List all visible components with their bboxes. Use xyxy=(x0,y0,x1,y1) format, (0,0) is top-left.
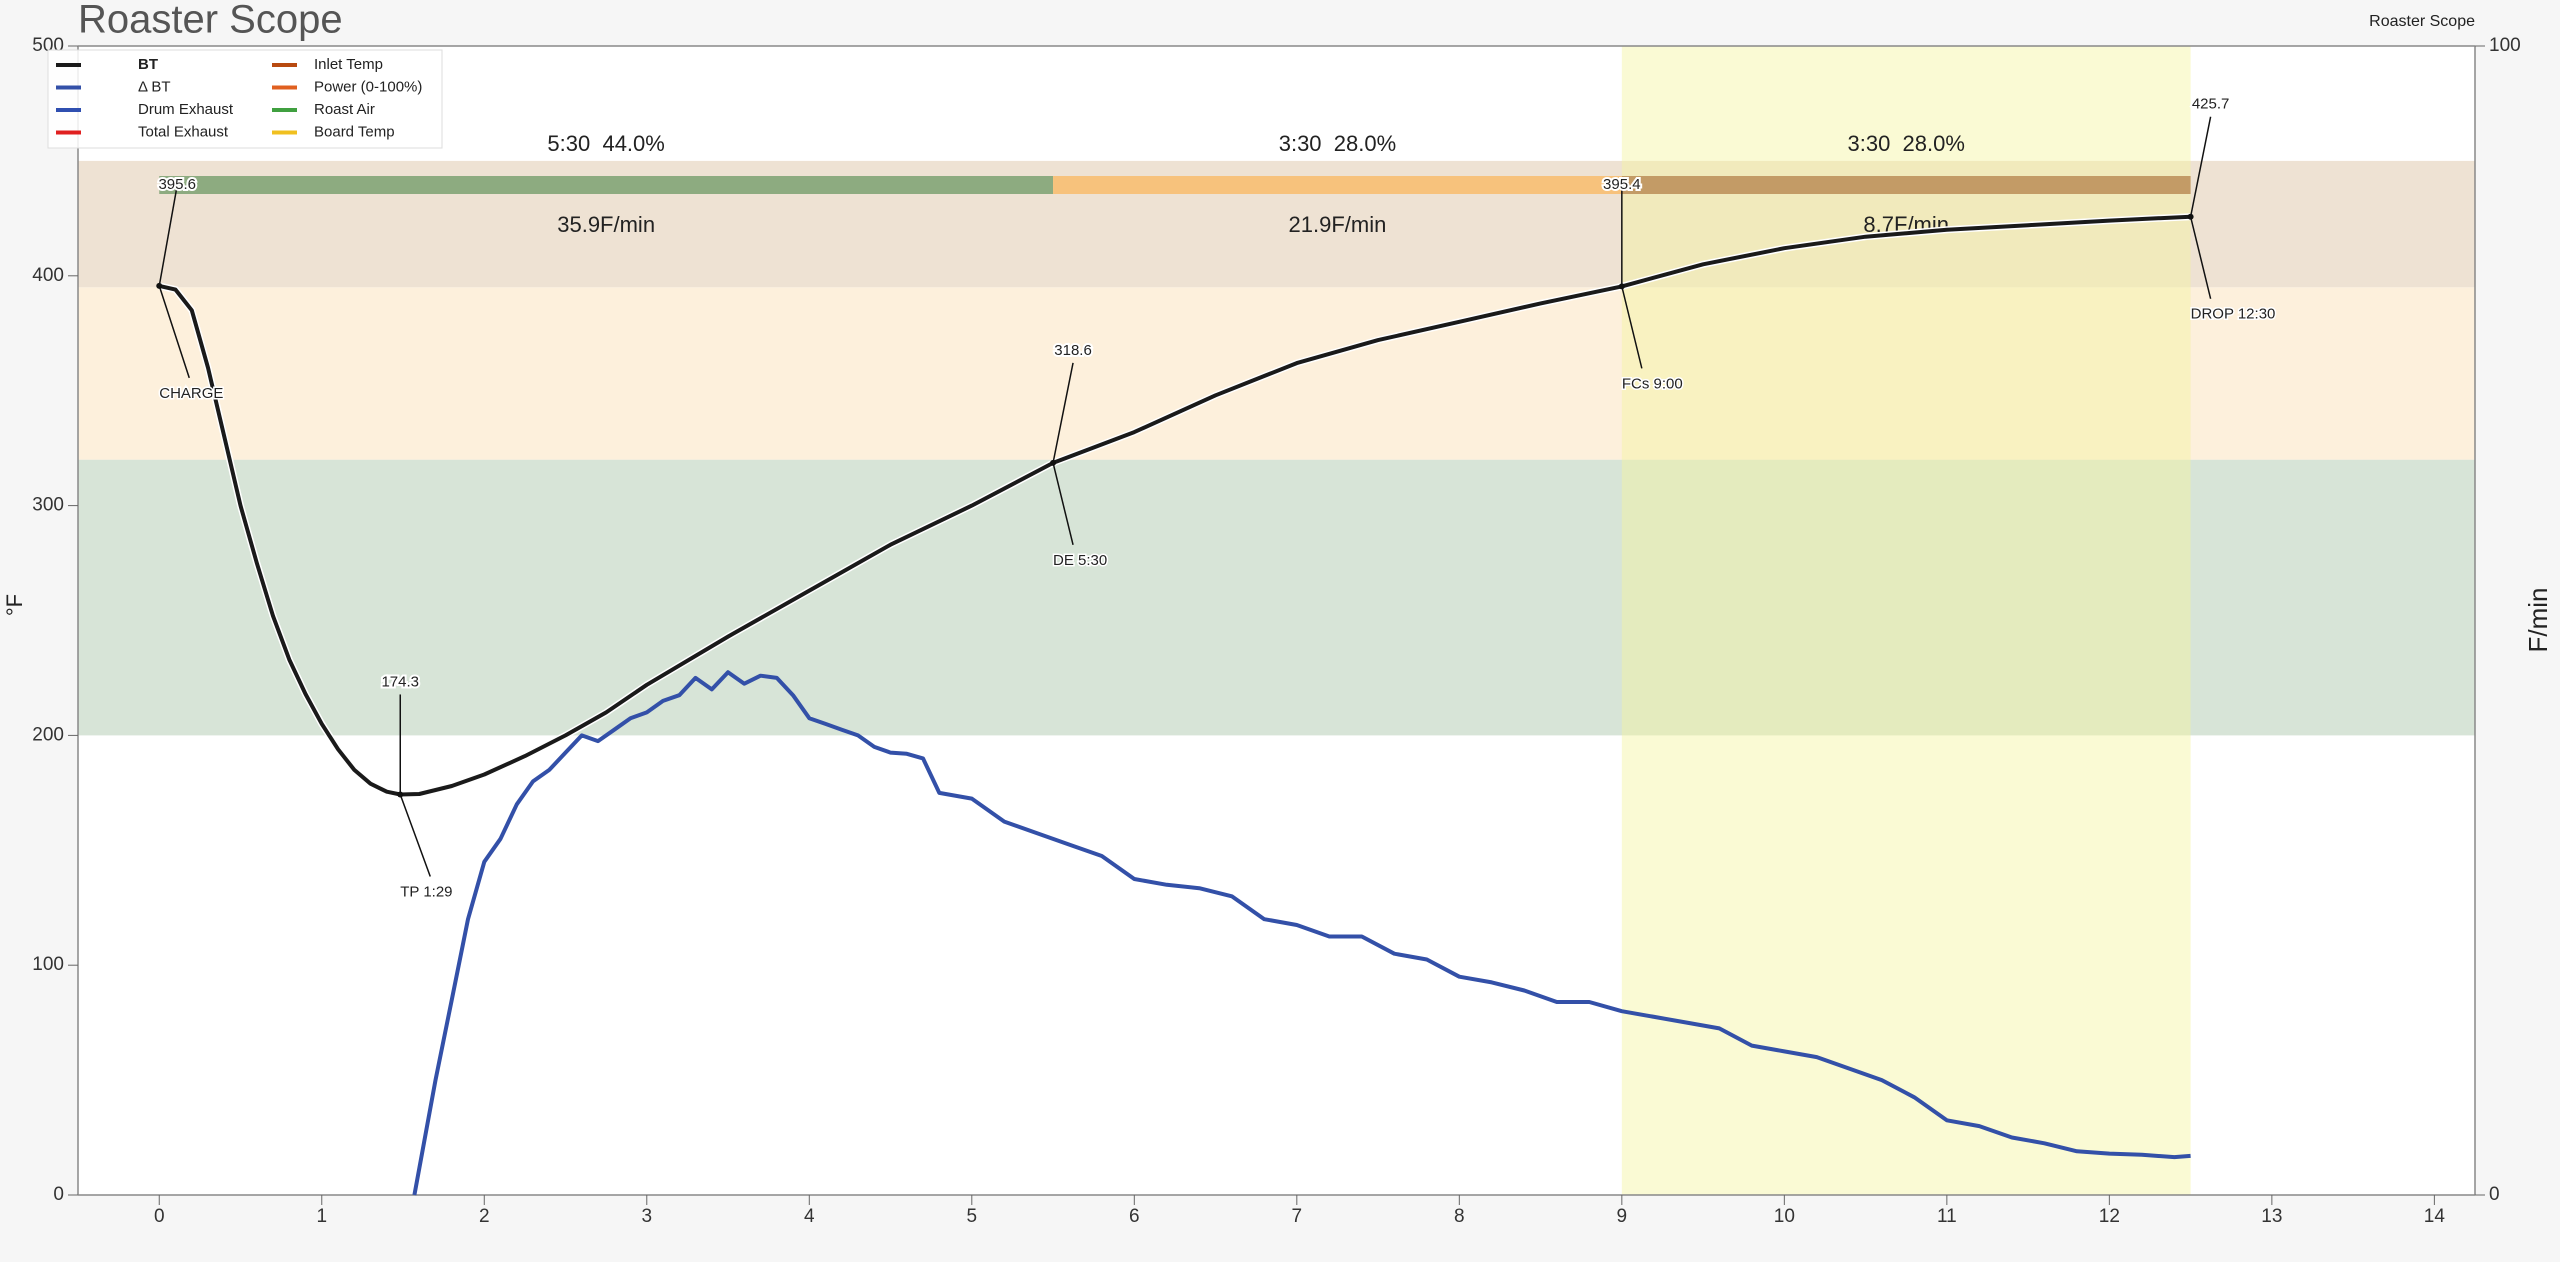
highlight-region xyxy=(1621,46,2191,1195)
x-tick-label: 7 xyxy=(1292,1206,1303,1227)
x-tick-label: 10 xyxy=(1774,1206,1795,1227)
phase-rate: 21.9F/min xyxy=(1289,212,1387,237)
legend-box xyxy=(47,49,443,149)
event-leader xyxy=(1052,362,1074,464)
x-tick-label: 5 xyxy=(967,1206,978,1227)
legend-label: Roast Air xyxy=(314,101,375,118)
phase-bar xyxy=(159,176,1054,194)
y-tick-label: 0 xyxy=(53,1184,64,1205)
phase-bar xyxy=(1053,176,1622,194)
x-tick-label: 2 xyxy=(479,1206,490,1227)
chart-title: Roaster Scope xyxy=(78,0,343,42)
event-leader xyxy=(1621,286,1643,369)
watermark: Roaster Scope xyxy=(2369,13,2475,30)
event-leader xyxy=(2189,116,2212,217)
legend-label: Drum Exhaust xyxy=(138,101,234,118)
event-leader xyxy=(399,794,431,877)
phase-label: 3:30 28.0% xyxy=(1279,131,1396,156)
y2-tick-label: 100 xyxy=(2489,35,2521,56)
x-tick-label: 11 xyxy=(1937,1206,1957,1227)
event-point xyxy=(156,282,163,289)
x-tick-label: 4 xyxy=(804,1206,815,1227)
event-leader xyxy=(2189,216,2212,299)
legend-label: BT xyxy=(138,56,158,73)
event-leader xyxy=(1052,462,1074,546)
legend-label: Inlet Temp xyxy=(314,56,383,73)
series-line xyxy=(412,670,2191,1196)
legend-label: Power (0-100%) xyxy=(314,78,422,95)
y-tick-label: 300 xyxy=(32,495,64,516)
x-tick-label: 0 xyxy=(154,1206,165,1227)
event-point xyxy=(397,791,404,798)
phase-bar xyxy=(1621,176,2191,194)
event-value: 174.3 xyxy=(381,673,419,690)
x-tick-label: 8 xyxy=(1454,1206,1465,1227)
phase-label: 5:30 44.0% xyxy=(547,131,664,156)
event-value: 425.7 xyxy=(2192,96,2230,113)
event-leader xyxy=(158,184,178,287)
x-tick-label: 9 xyxy=(1617,1206,1628,1227)
y-tick-label: 400 xyxy=(32,265,64,286)
y2-axis-label: F/min xyxy=(2523,588,2553,653)
event-point xyxy=(2187,213,2194,220)
event-label: DROP 12:30 xyxy=(2191,306,2276,323)
x-tick-label: 14 xyxy=(2424,1206,2446,1227)
x-tick-label: 13 xyxy=(2261,1206,2282,1227)
x-tick-label: 6 xyxy=(1129,1206,1140,1227)
event-value: 318.6 xyxy=(1054,342,1092,359)
event-value: 395.4 xyxy=(1603,176,1641,193)
event-point xyxy=(1618,283,1625,290)
zone-band xyxy=(78,459,2475,736)
legend-label: Total Exhaust xyxy=(138,123,229,140)
y-tick-label: 100 xyxy=(32,954,64,975)
y-tick-label: 200 xyxy=(32,724,64,745)
event-label: CHARGE xyxy=(159,385,223,402)
x-tick-label: 1 xyxy=(316,1206,327,1227)
event-label: TP 1:29 xyxy=(400,883,452,900)
phase-label: 3:30 28.0% xyxy=(1848,131,1965,156)
series-line xyxy=(158,214,2191,797)
y-axis-label: °F xyxy=(2,594,27,616)
event-label: FCs 9:00 xyxy=(1622,375,1683,392)
event-leader xyxy=(158,285,190,379)
x-tick-label: 12 xyxy=(2099,1206,2120,1227)
event-label: DE 5:30 xyxy=(1053,552,1107,569)
legend-label: Board Temp xyxy=(314,123,395,140)
event-point xyxy=(1050,459,1057,466)
y2-tick-label: 0 xyxy=(2489,1184,2500,1205)
x-tick-label: 3 xyxy=(641,1206,652,1227)
phase-rate: 35.9F/min xyxy=(557,212,655,237)
legend-label: Δ BT xyxy=(138,78,171,95)
event-value: 395.6 xyxy=(158,176,196,193)
